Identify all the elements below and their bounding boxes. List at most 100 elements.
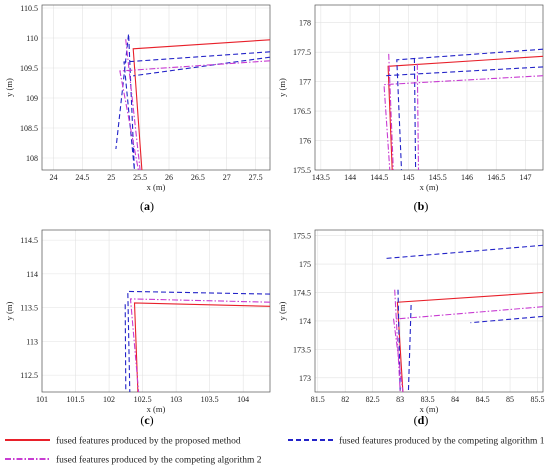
y-tick-label: 177.5 xyxy=(293,48,311,57)
y-axis-label: y (m) xyxy=(4,302,14,321)
y-tick-label: 113 xyxy=(26,337,38,346)
y-tick-label: 176 xyxy=(299,137,311,146)
x-tick-label: 145.5 xyxy=(429,173,447,182)
x-tick-label: 85.5 xyxy=(531,395,545,404)
y-tick-label: 175 xyxy=(299,260,311,269)
x-tick-label: 25.5 xyxy=(133,173,147,182)
y-tick-label: 177 xyxy=(299,78,311,87)
panel-label: (d) xyxy=(414,413,429,427)
x-tick-label: 24.5 xyxy=(75,173,89,182)
x-tick-label: 103 xyxy=(170,395,182,404)
y-tick-label: 114 xyxy=(26,270,38,279)
x-tick-label: 24 xyxy=(50,173,58,182)
series-line-2 xyxy=(386,244,543,259)
chart-panel-4: 81.5 82 82.5 83 83.5 84 84.5 85 85.5 173 173.5 174 1… xyxy=(277,229,545,427)
series-line-4 xyxy=(413,57,417,170)
x-tick-label: 27 xyxy=(223,173,231,182)
x-tick-label: 26.5 xyxy=(191,173,205,182)
y-tick-label: 109 xyxy=(26,94,38,103)
x-tick-label: 102.5 xyxy=(134,395,152,404)
series-line-5 xyxy=(125,39,141,170)
y-axis-label: y (m) xyxy=(277,302,287,321)
x-tick-label: 104 xyxy=(237,395,249,404)
x-axis-label: x (m) xyxy=(147,182,166,192)
series-line-3 xyxy=(385,66,543,77)
axes-frame xyxy=(314,4,544,171)
x-tick-label: 82 xyxy=(341,395,349,404)
panel-label: (b) xyxy=(414,199,429,213)
x-tick-label: 144 xyxy=(344,173,356,182)
series-line-4 xyxy=(129,298,270,392)
series-line-4 xyxy=(119,60,270,170)
series-line-3 xyxy=(470,315,543,324)
y-tick-label: 114.5 xyxy=(20,236,38,245)
series-line-5 xyxy=(383,75,543,170)
x-tick-label: 82.5 xyxy=(366,395,380,404)
axes-frame xyxy=(41,229,271,393)
x-tick-label: 26 xyxy=(165,173,173,182)
series-line-2 xyxy=(115,33,270,170)
series-line-1 xyxy=(387,55,543,170)
axes-frame xyxy=(314,229,544,393)
x-tick-label: 25 xyxy=(107,173,115,182)
x-tick-label: 146 xyxy=(461,173,473,182)
y-tick-label: 176.5 xyxy=(293,107,311,116)
chart-panel-2: 143.5 144 144.5 145 145.5 146 146.5 147 175.5 176… xyxy=(277,4,544,213)
x-tick-label: 146.5 xyxy=(487,173,505,182)
chart-panel-3: 101 101.5 102 102.5 103 103.5 104 112.5 113 113.5… xyxy=(4,229,271,427)
x-tick-label: 85 xyxy=(506,395,514,404)
x-tick-label: 84.5 xyxy=(476,395,490,404)
x-tick-label: 143.5 xyxy=(312,173,330,182)
legend-label: fused features produced by the competing… xyxy=(339,436,545,447)
y-tick-label: 113.5 xyxy=(20,304,38,313)
x-axis-label: x (m) xyxy=(147,404,166,414)
axes-frame xyxy=(41,4,271,171)
x-tick-label: 145 xyxy=(403,173,415,182)
y-tick-label: 108.5 xyxy=(20,124,38,133)
series-line-7 xyxy=(416,63,420,170)
y-tick-label: 112.5 xyxy=(20,371,38,380)
y-axis-label: y (m) xyxy=(4,78,14,97)
x-tick-label: 27.5 xyxy=(249,173,263,182)
x-tick-label: 102 xyxy=(103,395,115,404)
series-line-1 xyxy=(396,291,543,392)
x-tick-label: 103.5 xyxy=(201,395,219,404)
series-line-6 xyxy=(388,53,394,170)
y-tick-label: 109.5 xyxy=(20,64,38,73)
series-line-7 xyxy=(394,289,401,392)
y-tick-label: 175.5 xyxy=(293,232,311,241)
x-axis-label: x (m) xyxy=(420,182,439,192)
series-line-5 xyxy=(407,304,412,392)
y-tick-label: 175.5 xyxy=(293,166,311,175)
series-line-2 xyxy=(396,48,543,170)
y-tick-label: 174 xyxy=(299,317,311,326)
x-tick-label: 101 xyxy=(36,395,48,404)
panel-label: (a) xyxy=(140,199,154,213)
y-tick-label: 108 xyxy=(26,154,38,163)
series-line-2 xyxy=(127,290,270,392)
x-tick-label: 81.5 xyxy=(311,395,325,404)
y-axis-label: y (m) xyxy=(277,78,287,97)
x-axis-label: x (m) xyxy=(420,404,439,414)
y-tick-label: 173.5 xyxy=(293,345,311,354)
legend-label: fused features produced by the competing… xyxy=(56,455,262,466)
x-tick-label: 83.5 xyxy=(421,395,435,404)
x-tick-label: 83 xyxy=(396,395,404,404)
chart-panel-1: 24 24.5 25 25.5 26 26.5 27 27.5 108 108.5 109 109.5… xyxy=(4,4,271,213)
y-tick-label: 110.5 xyxy=(20,4,38,13)
x-tick-label: 101.5 xyxy=(67,395,85,404)
x-tick-label: 144.5 xyxy=(370,173,388,182)
legend: fused features produced by the proposed … xyxy=(5,436,545,466)
panel-label: (c) xyxy=(140,413,153,427)
series-line-6 xyxy=(392,306,543,392)
series-line-3 xyxy=(133,56,270,77)
x-tick-label: 147 xyxy=(519,173,531,182)
series-line-3 xyxy=(124,304,127,392)
y-tick-label: 173 xyxy=(299,374,311,383)
series-line-1 xyxy=(133,302,270,392)
y-tick-label: 110 xyxy=(26,34,38,43)
y-tick-label: 178 xyxy=(299,19,311,28)
series-line-4 xyxy=(397,289,401,392)
y-tick-label: 174.5 xyxy=(293,289,311,298)
